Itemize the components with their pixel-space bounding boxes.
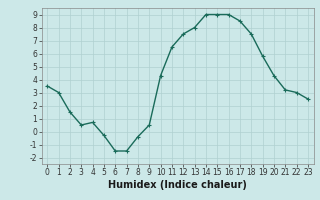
X-axis label: Humidex (Indice chaleur): Humidex (Indice chaleur) xyxy=(108,180,247,190)
